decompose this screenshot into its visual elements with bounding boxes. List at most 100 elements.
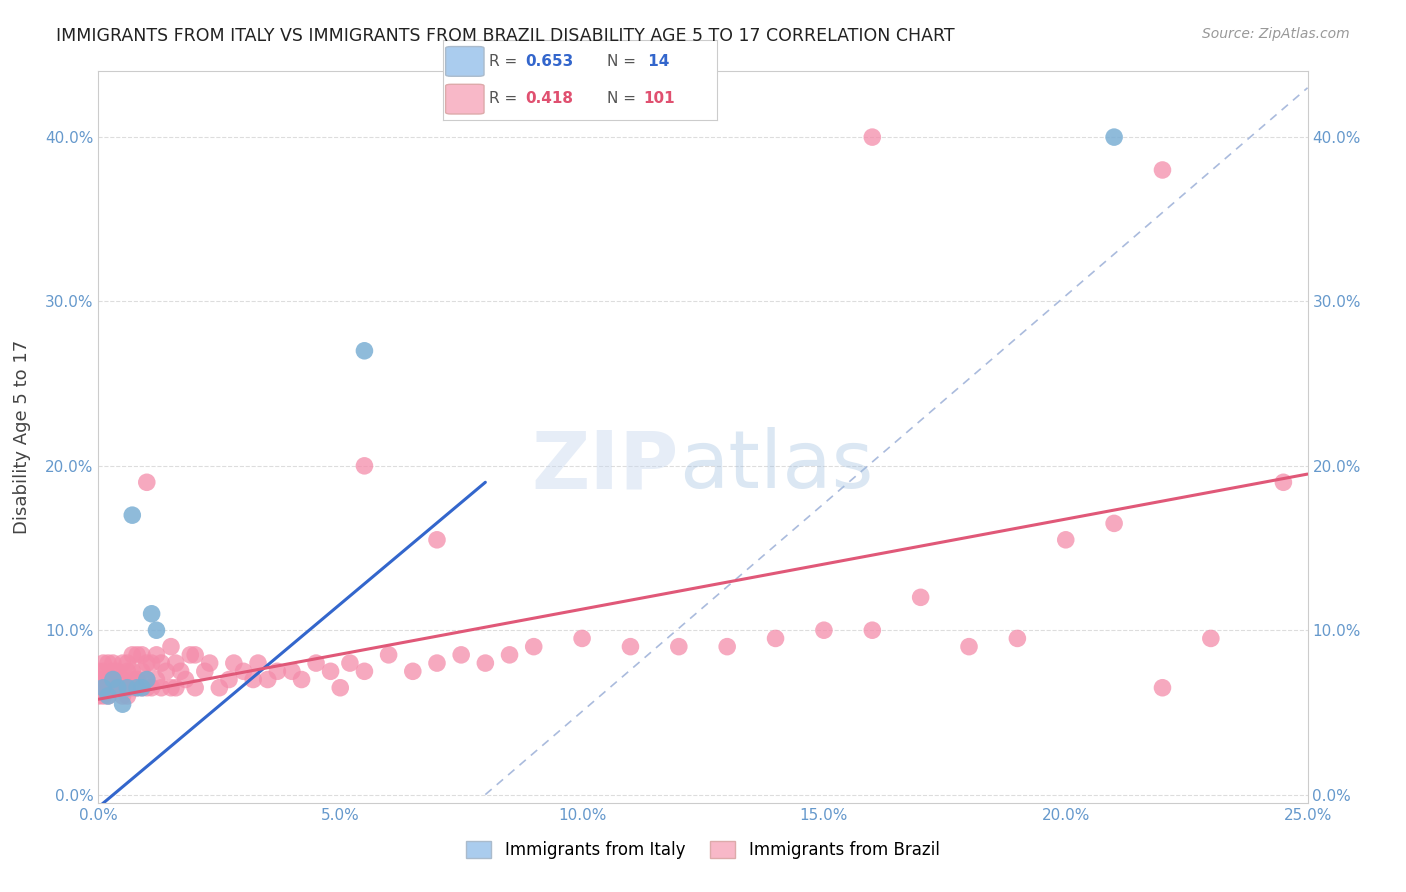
Text: R =: R = xyxy=(489,91,523,106)
Point xyxy=(87,689,110,703)
Point xyxy=(117,689,139,703)
Point xyxy=(117,665,139,679)
Point xyxy=(121,648,143,662)
Point xyxy=(141,681,163,695)
Point xyxy=(87,681,110,695)
Point xyxy=(121,665,143,679)
Point xyxy=(1152,163,1174,178)
Point xyxy=(184,681,207,695)
Point xyxy=(107,665,129,679)
Point xyxy=(145,673,167,687)
Point xyxy=(91,681,114,695)
Point xyxy=(426,533,449,547)
Point xyxy=(135,656,157,670)
Point xyxy=(619,640,641,654)
Point xyxy=(174,673,197,687)
Point xyxy=(957,640,980,654)
Text: N =: N = xyxy=(607,54,641,69)
Point xyxy=(87,673,110,687)
Point xyxy=(1152,681,1174,695)
Point xyxy=(101,681,124,695)
Point xyxy=(247,656,270,670)
Text: R =: R = xyxy=(489,54,523,69)
Point xyxy=(165,681,187,695)
Point xyxy=(127,673,149,687)
Point xyxy=(353,665,375,679)
Point xyxy=(127,681,149,695)
Point xyxy=(150,656,173,670)
Point xyxy=(150,681,173,695)
Point xyxy=(160,640,183,654)
Point xyxy=(339,656,361,670)
Text: N =: N = xyxy=(607,91,641,106)
Text: 101: 101 xyxy=(643,91,675,106)
Point xyxy=(716,640,738,654)
Point xyxy=(377,648,399,662)
Point xyxy=(127,648,149,662)
Text: IMMIGRANTS FROM ITALY VS IMMIGRANTS FROM BRAZIL DISABILITY AGE 5 TO 17 CORRELATI: IMMIGRANTS FROM ITALY VS IMMIGRANTS FROM… xyxy=(56,27,955,45)
Point xyxy=(1102,516,1125,531)
Point xyxy=(266,665,288,679)
Text: 0.418: 0.418 xyxy=(526,91,574,106)
Point xyxy=(131,681,153,695)
Text: ZIP: ZIP xyxy=(531,427,679,506)
Point xyxy=(141,607,163,621)
Point xyxy=(91,689,114,703)
Text: Source: ZipAtlas.com: Source: ZipAtlas.com xyxy=(1202,27,1350,41)
Point xyxy=(208,681,231,695)
Point xyxy=(111,697,134,711)
Legend: Immigrants from Italy, Immigrants from Brazil: Immigrants from Italy, Immigrants from B… xyxy=(458,833,948,868)
Point xyxy=(121,508,143,523)
Point xyxy=(242,673,264,687)
Point xyxy=(1007,632,1029,646)
Point xyxy=(1054,533,1077,547)
Point xyxy=(305,656,328,670)
Point xyxy=(145,648,167,662)
Point xyxy=(1272,475,1295,490)
Point xyxy=(135,673,157,687)
FancyBboxPatch shape xyxy=(446,85,484,114)
Point xyxy=(184,648,207,662)
Point xyxy=(765,632,787,646)
Point xyxy=(135,673,157,687)
Point xyxy=(198,656,221,670)
Point xyxy=(218,673,240,687)
Point xyxy=(101,673,124,687)
Point xyxy=(165,656,187,670)
Point xyxy=(91,656,114,670)
Point xyxy=(353,458,375,473)
Point xyxy=(97,689,120,703)
Point xyxy=(107,673,129,687)
Point xyxy=(402,665,425,679)
Point xyxy=(107,681,129,695)
Point xyxy=(111,689,134,703)
Point xyxy=(97,656,120,670)
Point xyxy=(107,681,129,695)
Point xyxy=(111,673,134,687)
Point xyxy=(169,665,191,679)
Point xyxy=(194,665,217,679)
Point xyxy=(910,591,932,605)
Point xyxy=(571,632,593,646)
Text: atlas: atlas xyxy=(679,427,873,506)
Point xyxy=(141,656,163,670)
Point xyxy=(131,681,153,695)
Point xyxy=(668,640,690,654)
Point xyxy=(160,681,183,695)
Point xyxy=(91,665,114,679)
Point xyxy=(232,665,254,679)
Point xyxy=(256,673,278,687)
Point xyxy=(97,673,120,687)
Point xyxy=(131,665,153,679)
Point xyxy=(91,673,114,687)
Point xyxy=(353,343,375,358)
Point xyxy=(111,681,134,695)
Point xyxy=(813,624,835,638)
Point xyxy=(101,656,124,670)
Point xyxy=(135,681,157,695)
Point xyxy=(860,130,883,145)
Point xyxy=(121,681,143,695)
Point xyxy=(1199,632,1222,646)
Point xyxy=(329,681,352,695)
Point xyxy=(474,656,496,670)
